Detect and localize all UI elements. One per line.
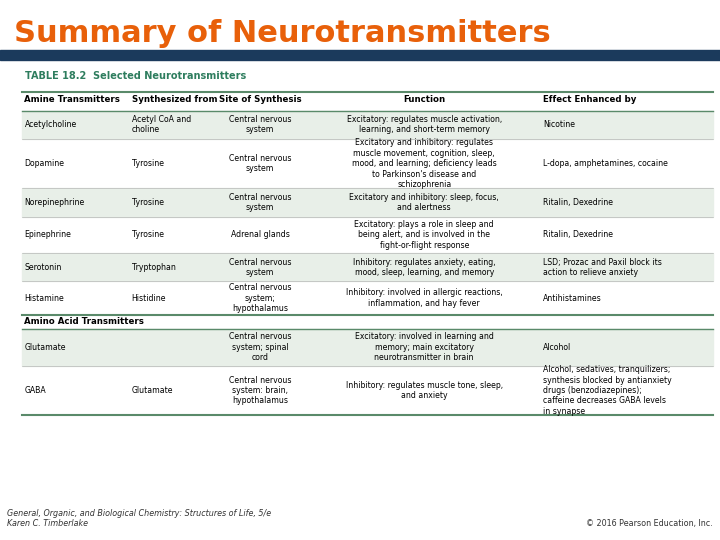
Bar (0, 50, 720, 60)
Text: Amino Acid Transmitters: Amino Acid Transmitters (24, 317, 144, 326)
Bar (22, 188, 713, 217)
Text: GABA: GABA (24, 386, 46, 395)
Text: Antihistamines: Antihistamines (543, 294, 602, 302)
Text: Dopamine: Dopamine (24, 159, 65, 168)
Text: Glutamate: Glutamate (24, 343, 66, 352)
Text: Summary of Neurotransmitters: Summary of Neurotransmitters (14, 19, 551, 48)
Text: Histidine: Histidine (132, 294, 166, 302)
Text: Central nervous
system; spinal
cord: Central nervous system; spinal cord (229, 332, 292, 362)
Text: Glutamate: Glutamate (132, 386, 173, 395)
Text: Inhibitory: involved in allergic reactions,
inflammation, and hay fever: Inhibitory: involved in allergic reactio… (346, 288, 503, 308)
Text: Excitatory and inhibitory: sleep, focus,
and alertness: Excitatory and inhibitory: sleep, focus,… (349, 193, 499, 212)
Text: © 2016 Pearson Education, Inc.: © 2016 Pearson Education, Inc. (586, 519, 713, 528)
Text: Inhibitory: regulates anxiety, eating,
mood, sleep, learning, and memory: Inhibitory: regulates anxiety, eating, m… (353, 258, 495, 277)
Text: Tyrosine: Tyrosine (132, 159, 163, 168)
Text: Excitatory: plays a role in sleep and
being alert, and is involved in the
fight-: Excitatory: plays a role in sleep and be… (354, 220, 494, 250)
Text: Central nervous
system: Central nervous system (229, 154, 292, 173)
Text: Excitatory and inhibitory: regulates
muscle movement, cognition, sleep,
mood, an: Excitatory and inhibitory: regulates mus… (352, 138, 497, 189)
Text: Central nervous
system: Central nervous system (229, 193, 292, 212)
Text: Norepinephrine: Norepinephrine (24, 198, 85, 207)
Text: Amine Transmitters: Amine Transmitters (24, 94, 120, 104)
Text: Tyrosine: Tyrosine (132, 231, 163, 239)
Bar (22, 329, 713, 366)
Text: Histamine: Histamine (24, 294, 64, 302)
Text: Central nervous
system: Central nervous system (229, 115, 292, 134)
Text: Inhibitory: regulates muscle tone, sleep,
and anxiety: Inhibitory: regulates muscle tone, sleep… (346, 381, 503, 400)
Text: Function: Function (403, 94, 445, 104)
Text: Tryptophan: Tryptophan (132, 263, 176, 272)
Text: TABLE 18.2  Selected Neurotransmitters: TABLE 18.2 Selected Neurotransmitters (25, 71, 246, 81)
Text: Serotonin: Serotonin (24, 263, 62, 272)
Text: Adrenal glands: Adrenal glands (230, 231, 289, 239)
Text: Alcohol: Alcohol (543, 343, 571, 352)
Text: Acetyl CoA and
choline: Acetyl CoA and choline (132, 115, 191, 134)
Text: LSD; Prozac and Paxil block its
action to relieve anxiety: LSD; Prozac and Paxil block its action t… (543, 258, 662, 277)
Text: Ritalin, Dexedrine: Ritalin, Dexedrine (543, 198, 613, 207)
Text: Excitatory: regulates muscle activation,
learning, and short-term memory: Excitatory: regulates muscle activation,… (346, 115, 502, 134)
Text: Acetylcholine: Acetylcholine (24, 120, 77, 129)
Bar (22, 253, 713, 281)
Text: L-dopa, amphetamines, cocaine: L-dopa, amphetamines, cocaine (543, 159, 667, 168)
Text: Central nervous
system: Central nervous system (229, 258, 292, 277)
Text: Central nervous
system;
hypothalamus: Central nervous system; hypothalamus (229, 283, 292, 313)
Text: Central nervous
system: brain,
hypothalamus: Central nervous system: brain, hypothala… (229, 375, 292, 406)
Text: Excitatory: involved in learning and
memory; main excitatory
neurotransmitter in: Excitatory: involved in learning and mem… (355, 332, 494, 362)
Text: Epinephrine: Epinephrine (24, 231, 71, 239)
Text: Tyrosine: Tyrosine (132, 198, 163, 207)
Text: General, Organic, and Biological Chemistry: Structures of Life, 5/e
Karen C. Tim: General, Organic, and Biological Chemist… (7, 509, 271, 528)
Text: Effect Enhanced by: Effect Enhanced by (543, 94, 636, 104)
Text: Alcohol, sedatives, tranquilizers;
synthesis blocked by antianxiety
drugs (benzo: Alcohol, sedatives, tranquilizers; synth… (543, 365, 672, 416)
Text: Ritalin, Dexedrine: Ritalin, Dexedrine (543, 231, 613, 239)
Text: Synthesized from: Synthesized from (132, 94, 217, 104)
Bar (22, 111, 713, 139)
Text: Site of Synthesis: Site of Synthesis (219, 94, 302, 104)
Text: Nicotine: Nicotine (543, 120, 575, 129)
